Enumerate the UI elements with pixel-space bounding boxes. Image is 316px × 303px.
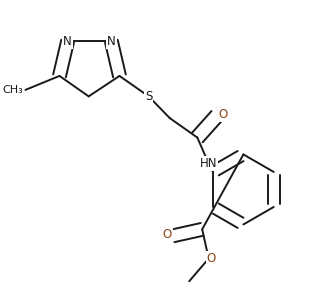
Text: N: N: [63, 35, 72, 48]
Text: O: O: [218, 108, 227, 121]
Text: N: N: [107, 35, 116, 48]
Text: HN: HN: [200, 157, 217, 170]
Text: S: S: [145, 90, 152, 103]
Text: O: O: [162, 228, 172, 241]
Text: CH₃: CH₃: [2, 85, 23, 95]
Text: O: O: [207, 252, 216, 265]
